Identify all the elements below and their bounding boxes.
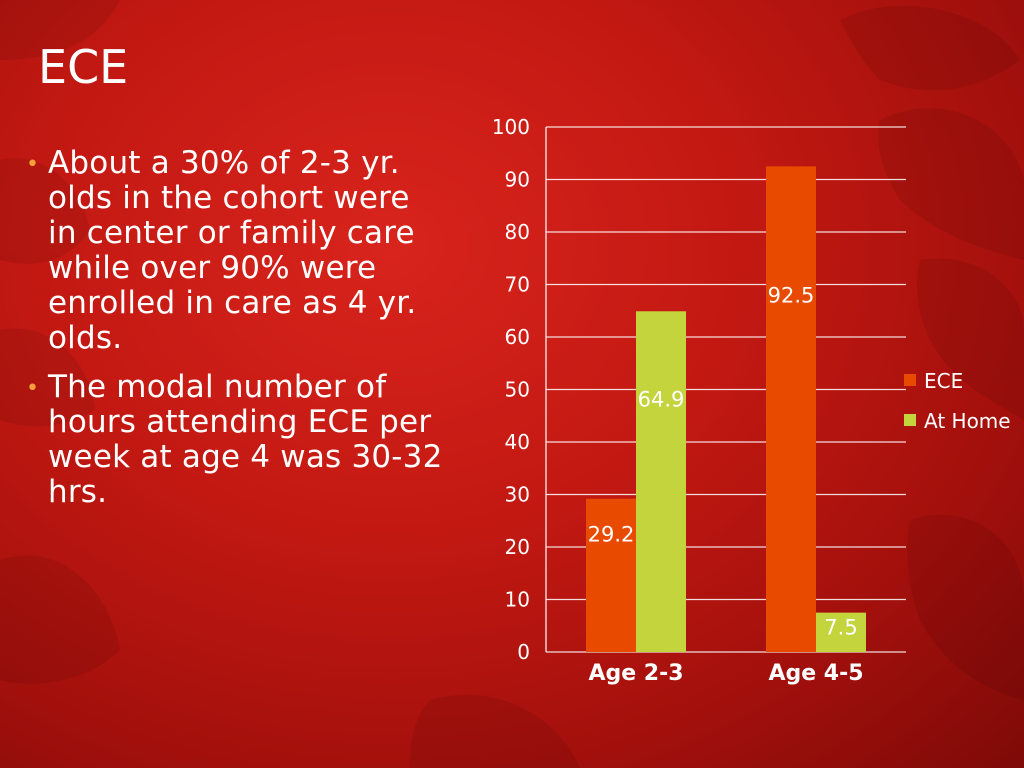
- leaf-shape: [878, 108, 1024, 260]
- leaf-shape: [907, 514, 1024, 700]
- bullet-dot-icon: •: [26, 152, 40, 177]
- bullet-text: About a 30% of 2-3 yr. olds in the cohor…: [48, 145, 417, 356]
- y-tick-label: 20: [505, 535, 530, 559]
- data-label: 64.9: [638, 388, 685, 412]
- legend: ECE At Home: [904, 369, 1011, 433]
- bar-ece: [766, 166, 816, 652]
- legend-swatch: [904, 414, 916, 426]
- bullet-item: • The modal number of hours attending EC…: [26, 370, 446, 510]
- leaf-shape: [410, 694, 580, 768]
- y-tick-label: 70: [505, 273, 530, 297]
- y-tick-label: 90: [505, 168, 530, 192]
- leaf-shape: [917, 258, 1024, 420]
- category-label: Age 2-3: [588, 661, 683, 686]
- category-label: Age 4-5: [768, 661, 863, 686]
- y-tick-label: 10: [505, 588, 530, 612]
- bar-at-home: [636, 311, 686, 652]
- y-tick-label: 80: [505, 220, 530, 244]
- slide-title: ECE: [38, 40, 129, 94]
- leaf-shape: [0, 328, 95, 427]
- bullet-dot-icon: •: [26, 376, 40, 401]
- bar-at-home: [816, 612, 866, 652]
- y-tick-label: 40: [505, 430, 530, 454]
- bullet-item: • About a 30% of 2-3 yr. olds in the coh…: [26, 146, 446, 356]
- data-label: 92.5: [768, 283, 815, 307]
- y-tick-label: 30: [505, 483, 530, 507]
- data-label: 7.5: [824, 616, 857, 640]
- bar-ece: [586, 498, 636, 652]
- legend-swatch: [904, 374, 916, 386]
- y-axis-ticks: 0 10 20 30 40 50 60 70 80 90 100: [492, 115, 530, 664]
- data-label: 29.2: [588, 523, 635, 547]
- y-tick-label: 100: [492, 115, 530, 139]
- leaf-shape: [0, 0, 120, 60]
- y-tick-label: 50: [505, 378, 530, 402]
- y-tick-label: 60: [505, 325, 530, 349]
- bars: 29.2 64.9 92.5 7.5: [586, 166, 866, 652]
- y-tick-label: 0: [517, 640, 530, 664]
- leaf-shape: [0, 158, 90, 264]
- leaf-shape: [840, 5, 1020, 91]
- x-axis-categories: Age 2-3 Age 4-5: [588, 661, 863, 686]
- legend-label: ECE: [924, 369, 963, 393]
- leaf-shape: [0, 555, 120, 684]
- bullet-list: • About a 30% of 2-3 yr. olds in the coh…: [26, 146, 446, 524]
- legend-label: At Home: [924, 409, 1011, 433]
- bullet-text: The modal number of hours attending ECE …: [48, 369, 443, 510]
